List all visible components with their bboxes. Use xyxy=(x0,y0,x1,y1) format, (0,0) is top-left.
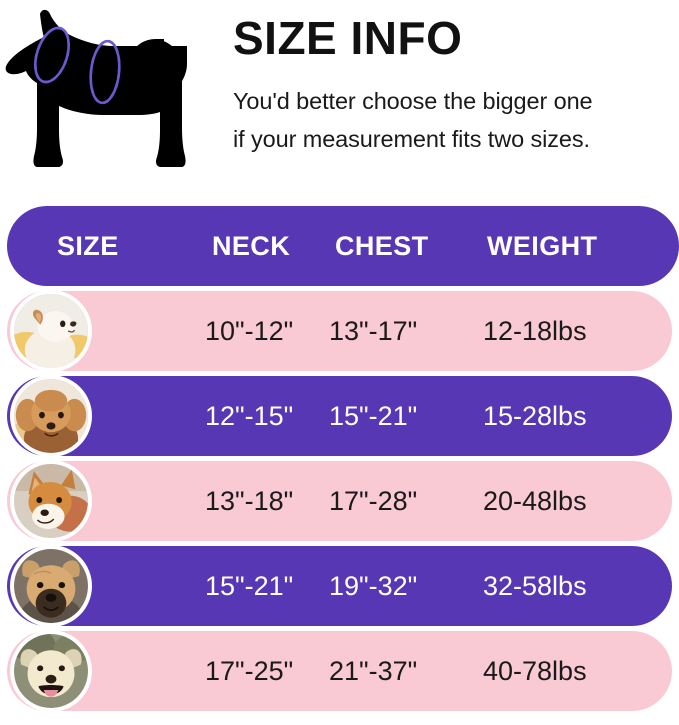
cell-neck: 12"-15" xyxy=(205,401,294,431)
cell-chest: 19"-32" xyxy=(329,571,418,601)
cell-chest: 17"-28" xyxy=(329,486,418,516)
dog-avatar-xs xyxy=(10,290,92,372)
cell-weight: 12-18lbs xyxy=(483,316,587,346)
header-section: SIZE INFO You'd better choose the bigger… xyxy=(0,0,679,200)
table-row: XS 10"-12" 13"-17" 12-18lbs xyxy=(7,290,672,372)
cell-weight: 15-28lbs xyxy=(483,401,587,431)
dog-measurement-diagram xyxy=(4,6,214,186)
table-row: XL 17"-25" 21"-37" 40-78lbs xyxy=(7,630,672,712)
cell-weight: 20-48lbs xyxy=(483,486,587,516)
header-text-block: SIZE INFO You'd better choose the bigger… xyxy=(233,12,673,158)
column-header-chest: CHEST xyxy=(335,231,429,261)
dog-silhouette-shape xyxy=(5,9,188,167)
cell-weight: 40-78lbs xyxy=(483,656,587,686)
dog-avatar-xl xyxy=(10,630,92,712)
page-title: SIZE INFO xyxy=(233,12,463,64)
page-subtitle: You'd better choose the bigger one if yo… xyxy=(233,82,673,158)
cell-chest: 21"-37" xyxy=(329,656,418,686)
table-header-row: SIZE NECK CHEST WEIGHT xyxy=(7,206,679,286)
dog-avatar-s xyxy=(10,375,92,457)
cell-neck: 15"-21" xyxy=(205,571,294,601)
subtitle-line-2: if your measurement fits two sizes. xyxy=(233,126,590,152)
cell-weight: 32-58lbs xyxy=(483,571,587,601)
table-row: M 13"-18" 17"-28" 20-48lbs xyxy=(7,460,672,542)
neck-measurement-ring xyxy=(34,26,70,84)
cell-chest: 13"-17" xyxy=(329,316,418,346)
subtitle-line-1: You'd better choose the bigger one xyxy=(233,88,593,114)
column-header-weight: WEIGHT xyxy=(487,231,598,261)
cell-neck: 10"-12" xyxy=(205,316,294,346)
cell-neck: 13"-18" xyxy=(205,486,294,516)
column-header-size: SIZE xyxy=(57,231,119,261)
size-table: SIZE NECK CHEST WEIGHT xyxy=(0,206,679,716)
cell-neck: 17"-25" xyxy=(205,656,294,686)
table-row: L 15"-21" 19"-32" 32-58lbs xyxy=(7,545,672,627)
dog-avatar-l xyxy=(10,545,92,627)
dog-avatar-m xyxy=(10,460,92,542)
table-row: S 12"-15" 15"-21" 15-28lbs xyxy=(7,375,672,457)
chest-measurement-ring xyxy=(89,39,121,105)
cell-chest: 15"-21" xyxy=(329,401,418,431)
column-header-neck: NECK xyxy=(212,231,291,261)
